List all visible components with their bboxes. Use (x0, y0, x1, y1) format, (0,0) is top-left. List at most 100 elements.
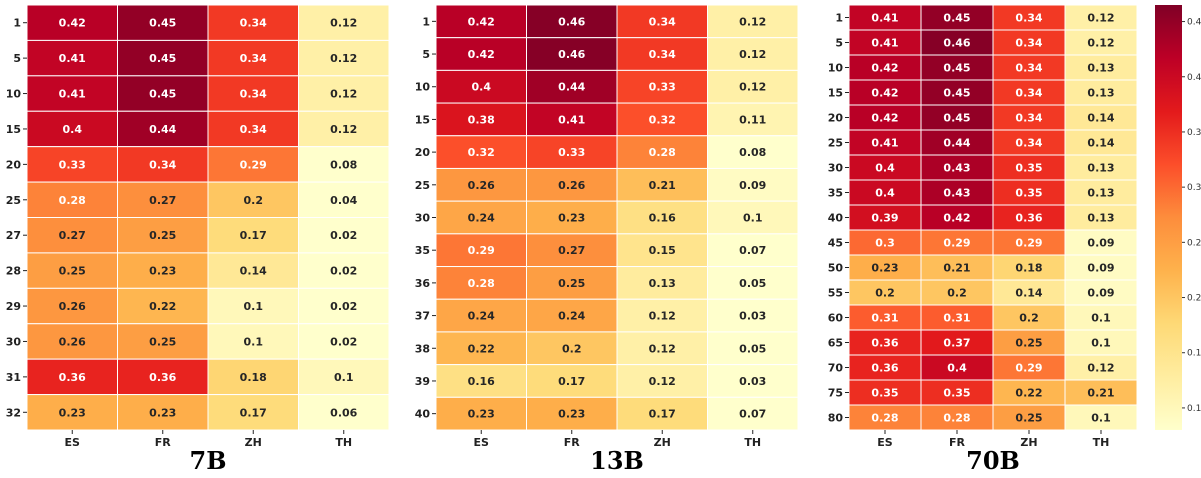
cell-value-label: 0.23 (59, 406, 86, 419)
heatmap-cell (117, 181, 209, 218)
row-tick-label: 37 (415, 310, 430, 323)
row-tick-label: 36 (415, 277, 431, 290)
cell-value-label: 0.1 (743, 212, 763, 225)
cell-value-label: 0.42 (871, 87, 898, 100)
heatmap-cell (707, 69, 799, 104)
cell-value-label: 0.41 (871, 12, 898, 25)
heatmap-cell (1064, 204, 1138, 231)
cell-value-label: 0.34 (649, 15, 676, 28)
cell-value-label: 0.41 (871, 137, 898, 150)
heatmap-cell (526, 266, 618, 300)
row-tick-label: 5 (422, 48, 430, 61)
cell-value-label: 0.41 (59, 52, 86, 65)
heatmap-cell (992, 304, 1066, 331)
cell-value-label: 0.12 (330, 17, 357, 30)
cell-value-label: 0.41 (558, 113, 585, 126)
cell-value-label: 0.26 (59, 335, 86, 348)
cell-value-label: 0.23 (558, 408, 585, 421)
heatmap-cell (526, 167, 618, 202)
cell-value-label: 0.07 (739, 408, 766, 421)
cell-value-label: 0.24 (468, 310, 495, 323)
row-tick-label: 25 (828, 137, 843, 150)
cell-value-label: 0.21 (649, 179, 676, 192)
heatmap-cell (992, 129, 1066, 156)
column-tick-label: ZH (654, 436, 671, 449)
cell-value-label: 0.12 (739, 48, 766, 61)
heatmap-cell (707, 200, 799, 235)
cell-value-label: 0.35 (1015, 187, 1042, 200)
cell-value-label: 0.25 (1015, 412, 1042, 425)
cell-value-label: 0.41 (59, 88, 86, 101)
heatmap-cell (1064, 254, 1138, 281)
column-tick-label: TH (744, 436, 761, 449)
heatmap-cell (616, 364, 708, 398)
heatmap-cell (298, 146, 390, 183)
heatmap-cell (26, 394, 118, 431)
heatmap-cell (992, 204, 1066, 231)
heatmap-cell (1064, 54, 1138, 81)
colorbar-tick-label: 0.40 (1187, 73, 1201, 83)
heatmap-cell (920, 179, 994, 206)
cell-value-label: 0.36 (59, 371, 86, 384)
cell-value-label: 0.23 (149, 406, 176, 419)
row-tick-label: 60 (828, 312, 844, 325)
heatmap-cell (298, 181, 390, 218)
cell-value-label: 0.35 (871, 387, 898, 400)
row-tick-label: 25 (415, 179, 430, 192)
heatmap-cell (26, 323, 118, 360)
cell-value-label: 0.04 (330, 194, 357, 207)
cell-value-label: 0.34 (1015, 12, 1042, 25)
cell-value-label: 0.09 (1087, 287, 1114, 300)
cell-value-label: 0.12 (739, 81, 766, 94)
heatmap-cell (616, 331, 708, 366)
cell-value-label: 0.42 (468, 15, 495, 28)
cell-value-label: 0.25 (558, 277, 585, 290)
heatmap-cell (1064, 329, 1138, 356)
heatmap-cell (435, 233, 527, 268)
row-tick-label: 20 (828, 112, 844, 125)
panel-title: 7B (190, 446, 227, 475)
heatmap-cell (920, 129, 994, 156)
heatmap-cell (992, 279, 1066, 306)
cell-value-label: 0.26 (59, 300, 86, 313)
cell-value-label: 0.34 (240, 17, 267, 30)
cell-value-label: 0.34 (1015, 112, 1042, 125)
cell-value-label: 0.23 (871, 262, 898, 275)
column-tick-label: TH (1093, 436, 1110, 449)
panel-title: 70B (966, 446, 1020, 475)
cell-value-label: 0.02 (330, 300, 357, 313)
heatmap-cell (707, 298, 799, 333)
cell-value-label: 0.34 (1015, 137, 1042, 150)
cell-value-label: 0.16 (649, 212, 676, 225)
cell-value-label: 0.08 (739, 146, 766, 159)
column-tick-label: TH (335, 436, 352, 449)
heatmap-cell (207, 252, 299, 289)
cell-value-label: 0.4 (472, 81, 492, 94)
heatmap-cell (707, 396, 799, 431)
heatmap-cell (298, 394, 390, 431)
heatmap-cell (848, 104, 922, 131)
heatmap-cell (707, 37, 799, 71)
cell-value-label: 0.17 (558, 375, 585, 388)
cell-value-label: 0.1 (1091, 312, 1111, 325)
heatmap-cell (616, 266, 708, 300)
heatmap-cell (435, 200, 527, 235)
heatmap-cell (992, 154, 1066, 181)
cell-value-label: 0.34 (649, 48, 676, 61)
cell-value-label: 0.24 (558, 310, 585, 323)
cell-value-label: 0.25 (149, 229, 176, 242)
cell-value-label: 0.1 (1091, 337, 1111, 350)
row-tick-label: 40 (415, 408, 431, 421)
heatmap-cell (526, 298, 618, 333)
cell-value-label: 0.46 (558, 48, 585, 61)
cell-value-label: 0.12 (330, 88, 357, 101)
heatmap-cell (920, 229, 994, 256)
row-tick-label: 39 (415, 375, 430, 388)
cell-value-label: 0.38 (468, 113, 495, 126)
cell-value-label: 0.28 (871, 412, 898, 425)
cell-value-label: 0.35 (1015, 162, 1042, 175)
heatmap-cell (920, 204, 994, 231)
heatmap-cell (117, 110, 209, 148)
row-tick-label: 10 (6, 88, 22, 101)
cell-value-label: 0.13 (649, 277, 676, 290)
